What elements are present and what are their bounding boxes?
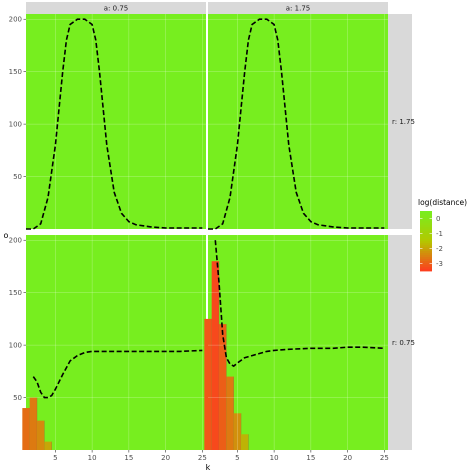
legend-color-step — [420, 215, 432, 218]
panel-background — [26, 14, 206, 229]
legend-color-step — [420, 253, 432, 256]
strip-background — [26, 2, 206, 14]
legend-label: -3 — [436, 260, 443, 268]
y-tick-label: 150 — [9, 289, 22, 297]
legend-color-step — [420, 237, 432, 240]
strip-background — [388, 14, 412, 229]
strip-label: r: 1.75 — [392, 118, 415, 126]
x-tick-label: 20 — [161, 454, 170, 462]
heat-tile — [37, 420, 45, 450]
strip-row-1: r: 1.75 — [388, 14, 415, 229]
legend-title: log(distance) — [418, 198, 467, 207]
strip-column-1: a: 0.75 — [26, 2, 206, 14]
panel-1 — [26, 14, 206, 230]
legend-color-step — [420, 225, 432, 228]
legend-color-step — [420, 211, 432, 214]
y-tick-label: 200 — [9, 237, 22, 245]
heat-tile — [241, 434, 249, 450]
legend-color-step — [420, 261, 432, 264]
strip-row-2: r: 0.75 — [388, 235, 415, 450]
panel-2 — [208, 14, 388, 230]
heat-tile — [44, 441, 52, 450]
legend-label: 0 — [436, 215, 440, 223]
legend-color-step — [420, 269, 432, 272]
strip-label: a: 1.75 — [286, 5, 310, 13]
legend-color-step — [420, 221, 432, 224]
boundary-line — [214, 240, 385, 368]
x-tick-label: 15 — [124, 454, 133, 462]
x-tick-label: 10 — [270, 454, 279, 462]
legend-color-step — [420, 217, 432, 220]
panel-4 — [204, 235, 388, 450]
strip-column-2: a: 1.75 — [208, 2, 388, 14]
legend-color-step — [420, 243, 432, 246]
axes: k o 50 100 150 200 50 100 150 200 5 10 15 20 25 5 10 15… — [4, 16, 389, 472]
legend-color-step — [420, 223, 432, 226]
legend-color-step — [420, 233, 432, 236]
heat-tile — [219, 324, 227, 450]
heat-tile — [29, 397, 38, 450]
legend-color-step — [420, 229, 432, 232]
panel-3 — [22, 235, 206, 450]
y-tick-label: 100 — [9, 121, 22, 129]
boundary-line — [26, 18, 203, 230]
legend-color-step — [420, 265, 432, 268]
legend-color-step — [420, 257, 432, 260]
heat-tile — [226, 376, 234, 450]
legend: log(distance) 0 -1 -2 -3 — [418, 198, 467, 272]
x-tick-label: 5 — [53, 454, 57, 462]
legend-label: -1 — [436, 230, 443, 238]
legend-color-step — [420, 241, 432, 244]
strip-background — [208, 2, 388, 14]
y-axis-title: o — [4, 231, 9, 240]
boundary-line — [32, 349, 203, 399]
heat-tile — [211, 261, 220, 450]
legend-color-step — [420, 239, 432, 242]
y-tick-label: 100 — [9, 342, 22, 350]
legend-color-step — [420, 235, 432, 238]
x-tick-label: 25 — [198, 454, 207, 462]
boundary-line — [208, 18, 385, 230]
legend-color-step — [420, 259, 432, 262]
legend-color-step — [420, 231, 432, 234]
strip-label: a: 0.75 — [104, 5, 128, 13]
panel-background — [26, 235, 206, 450]
legend-color-step — [420, 255, 432, 258]
legend-color-step — [420, 245, 432, 248]
y-tick-label: 200 — [9, 16, 22, 24]
strip-labels: a: 0.75 a: 1.75 r: 1.75 r: 0.75 — [26, 2, 415, 450]
heat-tile — [204, 318, 212, 450]
legend-color-step — [420, 251, 432, 254]
panel-background — [208, 14, 388, 229]
legend-color-step — [420, 219, 432, 222]
legend-color-step — [420, 247, 432, 250]
y-tick-label: 50 — [13, 173, 22, 181]
legend-color-step — [420, 213, 432, 216]
legend-color-step — [420, 267, 432, 270]
legend-label: -2 — [436, 245, 443, 253]
x-tick-label: 25 — [380, 454, 389, 462]
strip-background — [388, 235, 412, 450]
y-tick-label: 50 — [13, 394, 22, 402]
heat-tile — [22, 408, 30, 450]
x-tick-label: 20 — [343, 454, 352, 462]
x-tick-label: 15 — [306, 454, 315, 462]
x-axis-title: k — [206, 463, 211, 472]
x-tick-label: 10 — [88, 454, 97, 462]
legend-color-step — [420, 263, 432, 266]
y-tick-label: 150 — [9, 68, 22, 76]
legend-color-step — [420, 227, 432, 230]
legend-color-step — [420, 249, 432, 252]
x-tick-label: 5 — [235, 454, 239, 462]
plot-panels — [22, 14, 388, 450]
strip-label: r: 0.75 — [392, 339, 415, 347]
